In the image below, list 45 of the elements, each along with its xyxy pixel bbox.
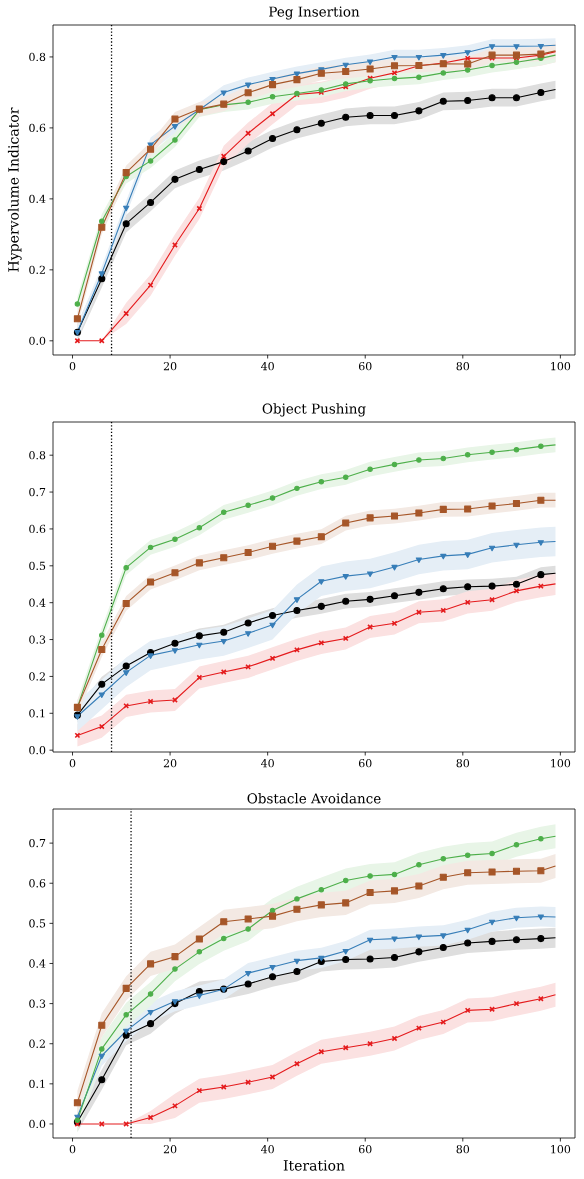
x-tick-label: 60 bbox=[358, 1145, 372, 1154]
y-tick-label: 0.2 bbox=[29, 1039, 45, 1048]
y-axis-title: Hypervolume Indicator bbox=[7, 107, 22, 272]
y-tick-label: 0.4 bbox=[29, 959, 46, 968]
y-tick-label: 0.2 bbox=[29, 672, 45, 681]
y-tick-label: 0.3 bbox=[29, 635, 46, 644]
y-tick-label: 0.3 bbox=[29, 999, 46, 1008]
x-tick-label: 100 bbox=[551, 1145, 571, 1154]
y-tick-label: 0.0 bbox=[29, 746, 46, 755]
y-tick-label: 0.6 bbox=[29, 524, 46, 534]
y-tick-label: 0.7 bbox=[29, 838, 46, 848]
y-tick-label: 0.4 bbox=[29, 598, 46, 607]
x-axis-title: Iteration bbox=[283, 1160, 345, 1171]
y-tick-label: 0.2 bbox=[29, 265, 45, 274]
y-tick-label: 0.7 bbox=[29, 487, 46, 497]
x-tick-label: 40 bbox=[261, 1145, 274, 1154]
x-tick-label: 60 bbox=[358, 362, 372, 371]
y-tick-label: 0.0 bbox=[29, 1119, 46, 1129]
y-tick-label: 0.1 bbox=[29, 709, 45, 718]
y-tick-label: 0.6 bbox=[29, 879, 46, 888]
y-tick-label: 0.1 bbox=[29, 1079, 45, 1088]
x-tick-label: 100 bbox=[551, 362, 571, 371]
y-tick-label: 0.8 bbox=[29, 52, 46, 62]
x-tick-label: 20 bbox=[163, 759, 177, 768]
x-tick-label: 100 bbox=[551, 759, 571, 768]
x-tick-label: 20 bbox=[163, 362, 177, 371]
y-tick-label: 0.0 bbox=[29, 336, 46, 345]
x-tick-label: 0 bbox=[69, 1145, 76, 1154]
x-tick-label: 80 bbox=[456, 362, 470, 371]
x-tick-label: 80 bbox=[456, 759, 470, 768]
x-tick-label: 0 bbox=[69, 759, 76, 768]
x-tick-label: 60 bbox=[358, 759, 372, 768]
chart-title: Peg Insertion bbox=[269, 6, 360, 20]
x-tick-label: 40 bbox=[261, 759, 274, 768]
x-tick-label: 40 bbox=[261, 362, 274, 371]
x-tick-label: 80 bbox=[456, 1145, 470, 1154]
y-tick-label: 0.5 bbox=[29, 919, 46, 928]
chart-title: Obstacle Avoidance bbox=[247, 793, 381, 804]
y-tick-label: 0.5 bbox=[29, 561, 46, 570]
x-tick-label: 0 bbox=[69, 362, 76, 371]
chart-title: Object Pushing bbox=[262, 403, 366, 417]
y-tick-label: 0.8 bbox=[29, 451, 46, 460]
y-tick-label: 0.6 bbox=[29, 123, 46, 133]
x-tick-label: 20 bbox=[163, 1145, 177, 1154]
y-tick-label: 0.4 bbox=[29, 194, 46, 204]
